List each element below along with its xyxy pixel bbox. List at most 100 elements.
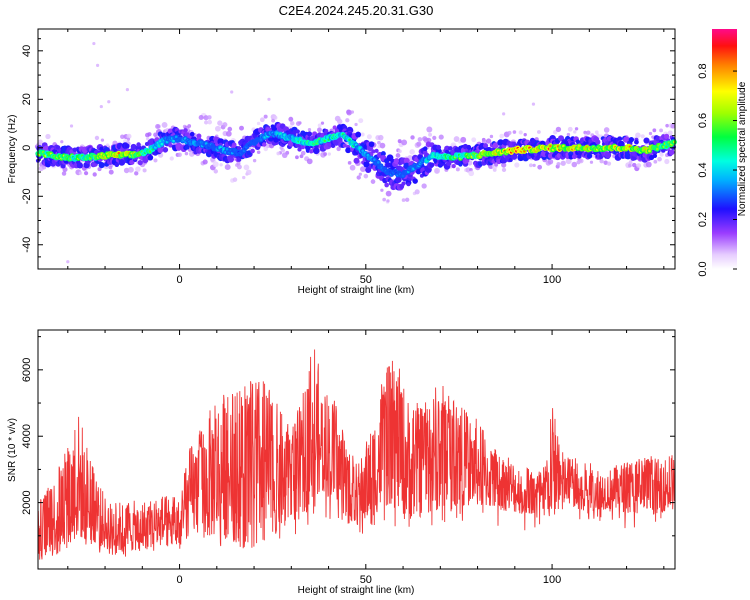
spectrogram-cell	[566, 132, 571, 137]
y-tick-label: -40	[21, 237, 33, 253]
spectrogram-cell	[395, 176, 402, 183]
spectrogram-cell	[468, 170, 475, 177]
snr-panel: 0 50 100 2000 4000 6000 Height of straight l…	[7, 329, 676, 596]
spectrogram-cell	[624, 149, 632, 157]
spectrogram-cell	[354, 122, 358, 127]
spectrogram-x-ticks: 0 50 100	[67, 29, 665, 286]
spectrogram-cell	[366, 134, 372, 140]
spectrogram-cell	[224, 164, 231, 171]
spectrogram-cell	[599, 159, 604, 164]
snr-y-axis-label: SNR (10 * v/v)	[7, 418, 18, 482]
snr-y-ticks: 2000 4000 6000	[21, 336, 675, 537]
spectrogram-cell	[370, 179, 376, 184]
spectrogram-outlier	[267, 97, 271, 101]
spectrogram-cell	[78, 171, 83, 175]
colorbar-tick-label: 0.8	[697, 63, 709, 78]
spectrogram-cell	[108, 165, 113, 170]
spectrogram-cell	[137, 159, 143, 166]
spectrogram-cell	[567, 126, 573, 132]
spectrogram-cell	[368, 141, 375, 148]
spectrogram-cell	[628, 163, 632, 168]
spectrogram-cell	[460, 136, 467, 143]
spectrogram-cell	[306, 158, 313, 165]
x-tick-label: 100	[543, 574, 561, 586]
spectrogram-cell	[236, 157, 242, 162]
snr-x-axis-label: Height of straight line (km)	[298, 585, 415, 596]
spectrogram-cell	[514, 162, 520, 168]
spectrogram-ridge-cell	[172, 139, 175, 143]
spectrogram-ridge-cell	[401, 174, 405, 177]
spectrogram-cell	[61, 171, 67, 176]
spectrogram-ridge-cell	[233, 149, 237, 152]
spectrogram-cell	[628, 160, 633, 165]
spectrogram-cell	[406, 182, 411, 187]
spectrogram-cell	[555, 126, 562, 133]
spectrogram-cell	[232, 177, 238, 182]
spectrogram-ridge-cell	[348, 138, 351, 142]
spectrogram-cell	[295, 121, 301, 126]
spectrogram-cell	[636, 163, 642, 169]
spectrogram-cell	[98, 162, 105, 169]
spectrogram-cell	[146, 137, 150, 141]
spectrogram-cell	[377, 140, 381, 145]
spectrogram-cell	[574, 127, 579, 131]
spectrogram-cell	[134, 171, 139, 176]
spectrogram-cell	[401, 139, 408, 146]
spectrogram-ridge-cell	[259, 138, 263, 141]
spectrogram-cell	[124, 143, 130, 149]
spectrogram-cell	[486, 138, 492, 144]
spectrogram-cell	[242, 175, 246, 180]
spectrogram-cell	[295, 155, 299, 160]
spectrogram-cell	[453, 136, 460, 142]
spectrogram-cell	[665, 123, 669, 128]
spectrogram-cell	[668, 149, 675, 156]
spectrogram-cell	[155, 124, 161, 129]
spectrogram-cell	[184, 144, 190, 150]
spectrogram-cell	[378, 134, 384, 141]
spectrogram-cell	[97, 167, 102, 172]
spectrogram-cell	[499, 133, 505, 139]
spectrogram-cell	[135, 166, 141, 172]
spectrogram-panel: 0 50 100 -40 -20 0 20 40 Height of straight li…	[7, 28, 677, 296]
y-tick-label: 0	[21, 145, 33, 151]
spectrogram-cell	[136, 142, 141, 147]
spectrogram-cell	[317, 127, 322, 133]
spectrogram-cell	[417, 137, 423, 142]
spectrogram-cell	[573, 130, 577, 134]
spectrogram-cell	[471, 137, 477, 143]
spectrogram-cell	[415, 169, 422, 175]
spectrogram-cell	[207, 119, 213, 125]
spectrogram-ridge-cell	[656, 147, 659, 151]
spectrogram-cell	[147, 154, 154, 161]
spectrogram-cell	[161, 122, 168, 128]
spectrogram-cell	[405, 197, 410, 202]
spectrogram-outlier	[69, 124, 74, 128]
spectrogram-cell	[129, 159, 135, 165]
spectrogram-cell	[603, 127, 610, 133]
spectrogram-cell	[571, 161, 578, 168]
spectrogram-cell	[403, 157, 410, 164]
spectrogram-cell	[358, 118, 364, 124]
spectrogram-cell	[648, 131, 653, 136]
spectrogram-cell	[578, 158, 584, 164]
y-tick-label: 20	[21, 93, 33, 105]
spectrogram-cell	[349, 164, 356, 171]
spectrogram-cell	[492, 142, 499, 149]
spectrogram-cell	[438, 134, 444, 140]
spectrogram-cell	[512, 130, 517, 134]
spectrogram-cell	[312, 147, 320, 155]
spectrogram-outlier	[107, 100, 111, 104]
colorbar: 0.0 0.2 0.4 0.6 0.8 Normalized spectral ampl…	[697, 29, 748, 277]
spectrogram-cell	[288, 116, 294, 122]
spectrogram-cell	[327, 152, 331, 156]
spectrogram-cell	[198, 114, 204, 121]
spectrogram-cell	[428, 132, 433, 137]
spectrogram-cell	[215, 125, 221, 132]
colorbar-label: Normalized spectral amplitude	[737, 81, 748, 216]
spectrogram-cell	[523, 133, 527, 137]
spectrogram-cell	[398, 149, 402, 154]
y-tick-label: 6000	[21, 358, 33, 382]
spectrogram-ridge-cell	[373, 158, 376, 161]
spectrogram-cell	[670, 123, 676, 129]
spectrogram-cell	[227, 156, 235, 163]
